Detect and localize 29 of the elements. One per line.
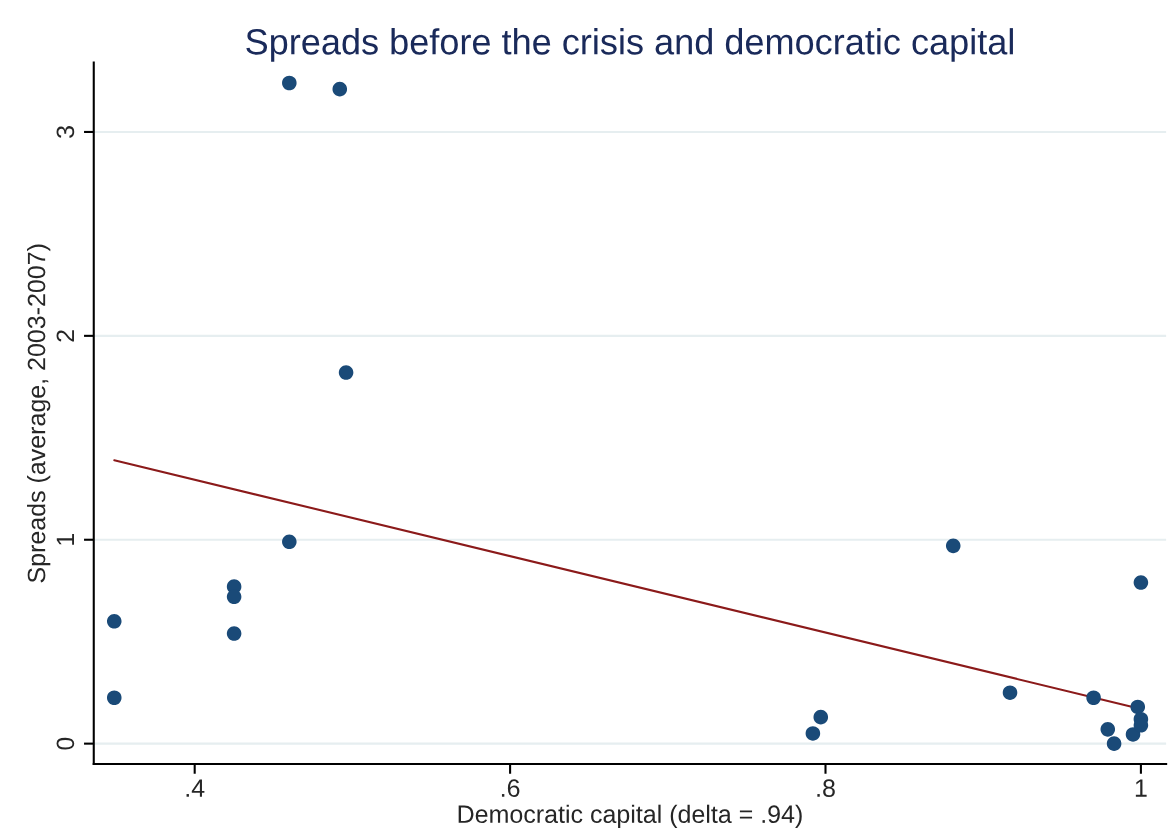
x-tick-label: .8 [817, 779, 835, 797]
point [1100, 722, 1116, 737]
x-tick-label: .4 [186, 779, 205, 797]
point [282, 534, 297, 550]
x-tick-label: .6 [501, 779, 520, 797]
x-tick-label: 1 [1135, 779, 1147, 797]
point [805, 726, 821, 741]
point [813, 709, 829, 725]
point [1002, 685, 1018, 700]
chart-title: Spreads before the crisis and democratic capital [246, 28, 1013, 62]
y-tick-label: 0 [56, 737, 75, 750]
point [226, 589, 242, 605]
x-axis-title: Democratic capital (delta = .94) [458, 804, 802, 828]
point [945, 538, 961, 554]
point [332, 81, 348, 97]
y-tick-label: 2 [56, 330, 74, 342]
point [1106, 736, 1122, 751]
point [1133, 575, 1149, 590]
point [226, 626, 242, 641]
y-axis-title: Spreads (average, 2003-2007) [27, 244, 51, 583]
point [338, 365, 354, 380]
point [1130, 699, 1146, 715]
point [282, 75, 297, 91]
point [1086, 690, 1101, 706]
point [106, 614, 122, 629]
y-tick-label: 1 [56, 534, 74, 545]
y-tick-label: 3 [56, 126, 75, 138]
point [106, 690, 122, 706]
point [1125, 727, 1141, 742]
